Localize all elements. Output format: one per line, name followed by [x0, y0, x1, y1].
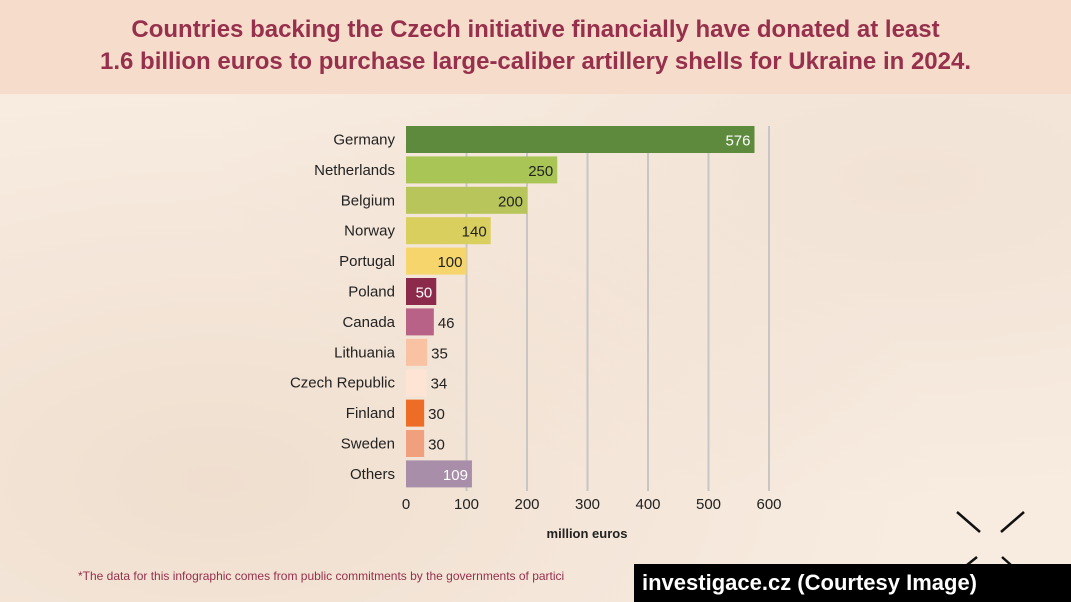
x-tick-label: 0: [402, 496, 410, 513]
bar: [406, 460, 472, 488]
title-line-2: 1.6 billion euros to purchase large-cali…: [100, 48, 971, 75]
value-label: 100: [437, 254, 462, 271]
bar: [406, 308, 434, 336]
value-label: 50: [416, 285, 433, 302]
bar: [406, 399, 425, 427]
title-banner: [0, 0, 1071, 94]
x-tick-label: 200: [514, 496, 539, 513]
x-tick-label: 300: [575, 496, 600, 513]
bar: [406, 430, 425, 457]
category-label: Poland: [348, 284, 395, 301]
value-label: 140: [462, 224, 487, 241]
category-label: Lithuania: [334, 344, 396, 361]
value-label: 200: [498, 193, 523, 210]
value-label: 576: [725, 133, 750, 150]
chart-title: Countries backing the Czech initiative f…: [0, 14, 1071, 78]
value-label: 35: [431, 345, 448, 362]
decorative-lines: [956, 511, 1025, 566]
footnote: *The data for this infographic comes fro…: [78, 569, 565, 583]
x-tick-label: 400: [635, 496, 660, 513]
image-credit: investigace.cz (Courtesy Image): [634, 564, 1071, 602]
bar: [406, 369, 427, 397]
value-label: 250: [528, 163, 553, 180]
category-label: Czech Republic: [290, 375, 396, 392]
category-label: Portugal: [339, 253, 395, 270]
category-label: Sweden: [341, 436, 395, 453]
category-label: Belgium: [341, 192, 395, 209]
category-label: Canada: [342, 314, 395, 331]
bar: [406, 247, 467, 275]
bar: [406, 126, 755, 153]
value-label: 30: [428, 437, 445, 454]
category-label: Others: [350, 466, 395, 483]
x-axis-label: million euros: [547, 526, 628, 541]
value-label: 30: [428, 406, 445, 423]
category-label: Netherlands: [314, 162, 395, 179]
bar: [406, 278, 437, 305]
value-label: 46: [438, 315, 455, 332]
bar: [406, 156, 558, 184]
category-label: Finland: [346, 405, 395, 422]
x-tick-label: 100: [454, 496, 479, 513]
bar: [406, 186, 527, 214]
category-label: Germany: [333, 132, 395, 149]
title-line-1: Countries backing the Czech initiative f…: [131, 16, 940, 43]
bar: [406, 217, 491, 245]
category-label: Norway: [344, 223, 395, 240]
value-label: 109: [443, 467, 468, 484]
value-label: 34: [431, 376, 448, 393]
x-tick-label: 600: [756, 496, 781, 513]
x-tick-label: 500: [696, 496, 721, 513]
bar: [406, 338, 428, 366]
